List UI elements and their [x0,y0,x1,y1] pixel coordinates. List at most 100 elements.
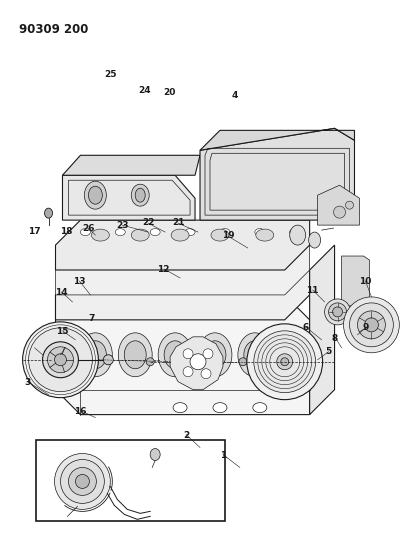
Ellipse shape [54,354,67,366]
Text: 23: 23 [116,221,128,230]
Ellipse shape [201,369,211,379]
Polygon shape [200,128,355,220]
Text: 13: 13 [73,277,85,286]
Polygon shape [310,245,335,415]
Text: 22: 22 [142,219,155,228]
Ellipse shape [250,254,260,261]
Text: 16: 16 [74,407,86,416]
Ellipse shape [198,333,232,377]
Polygon shape [56,270,310,320]
Text: 6: 6 [303,322,309,332]
Ellipse shape [254,331,316,393]
Text: 18: 18 [60,228,72,237]
Ellipse shape [150,449,160,461]
Ellipse shape [61,459,104,503]
Ellipse shape [171,229,189,241]
Ellipse shape [124,341,146,369]
Text: 3: 3 [24,378,30,387]
Ellipse shape [22,322,98,398]
Ellipse shape [135,188,145,202]
Ellipse shape [333,307,342,317]
Ellipse shape [344,297,399,353]
Ellipse shape [328,303,346,321]
Text: 25: 25 [104,70,117,78]
Ellipse shape [146,358,154,366]
Text: 17: 17 [28,228,40,237]
Ellipse shape [203,349,213,359]
Polygon shape [63,155,200,175]
Ellipse shape [211,229,229,241]
Ellipse shape [256,229,274,241]
Ellipse shape [45,208,52,218]
Ellipse shape [164,341,186,369]
Ellipse shape [253,402,267,413]
Polygon shape [170,337,223,390]
Ellipse shape [91,229,109,241]
Ellipse shape [47,347,74,373]
Ellipse shape [110,254,120,261]
Ellipse shape [278,333,312,377]
Ellipse shape [290,229,300,236]
Ellipse shape [183,349,193,359]
Polygon shape [56,220,310,270]
Text: 10: 10 [360,277,372,286]
Polygon shape [200,128,355,150]
Ellipse shape [145,254,155,261]
Ellipse shape [84,341,106,369]
Ellipse shape [238,333,272,377]
Ellipse shape [239,358,247,366]
Text: 2: 2 [183,431,189,440]
Ellipse shape [173,402,187,413]
Text: 90309 200: 90309 200 [19,22,88,36]
Ellipse shape [277,354,293,370]
Ellipse shape [364,318,378,332]
Ellipse shape [346,201,353,209]
Ellipse shape [180,254,190,261]
Ellipse shape [131,229,149,241]
Ellipse shape [190,354,206,370]
Text: 14: 14 [55,287,67,296]
Ellipse shape [285,254,295,261]
Ellipse shape [220,229,230,236]
Text: 8: 8 [332,334,338,343]
Ellipse shape [103,355,113,365]
Ellipse shape [68,467,97,495]
Ellipse shape [75,254,85,261]
Ellipse shape [131,184,149,206]
Ellipse shape [81,229,90,236]
Polygon shape [63,175,195,220]
Text: 20: 20 [164,87,176,96]
Text: 9: 9 [362,323,369,332]
Ellipse shape [79,333,112,377]
Ellipse shape [118,333,152,377]
Text: 11: 11 [306,286,319,295]
Text: 5: 5 [326,347,332,356]
Text: 1: 1 [220,451,226,460]
Ellipse shape [29,328,92,392]
Ellipse shape [357,311,385,339]
Ellipse shape [247,324,323,400]
Ellipse shape [43,342,79,378]
Ellipse shape [183,367,193,377]
Ellipse shape [88,186,102,204]
Text: 15: 15 [56,327,69,336]
Text: 4: 4 [232,91,238,100]
Ellipse shape [309,232,321,248]
Ellipse shape [334,206,346,218]
Ellipse shape [158,333,192,377]
Ellipse shape [290,225,306,245]
Ellipse shape [84,181,106,209]
Text: 24: 24 [138,85,151,94]
Polygon shape [318,185,360,225]
Polygon shape [56,245,310,295]
Polygon shape [56,295,310,415]
Ellipse shape [213,402,227,413]
Ellipse shape [215,254,225,261]
Ellipse shape [325,299,351,325]
Text: 12: 12 [157,265,170,273]
Text: 26: 26 [82,224,94,233]
Ellipse shape [185,229,195,236]
Ellipse shape [350,303,393,347]
Bar [36,440,225,521]
Text: 21: 21 [172,219,184,228]
